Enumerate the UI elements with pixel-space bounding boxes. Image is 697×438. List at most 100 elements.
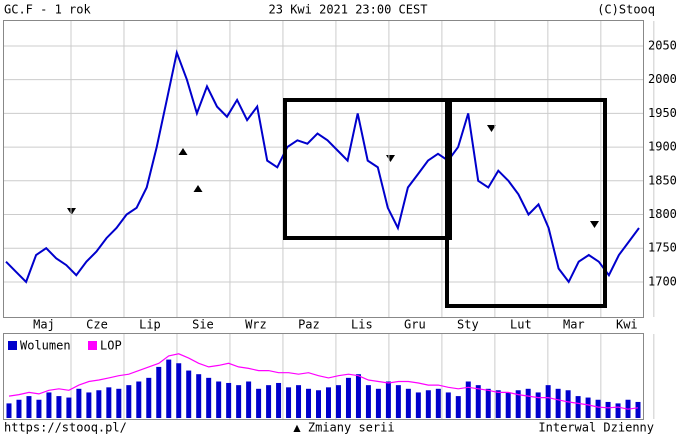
footer-url: https://stooq.pl/ [4, 421, 127, 435]
footer-interval: Interwal Dzienny [538, 421, 654, 435]
legend-swatch [8, 341, 17, 350]
x-tick-label: Kwi [616, 318, 638, 332]
series-change-markers [67, 125, 599, 228]
y-tick-label: 1750 [648, 241, 677, 255]
volume-bar [186, 370, 192, 418]
volume-bar [565, 390, 571, 418]
footer-legend: ▲ Zmiany serii [293, 421, 394, 435]
x-tick-label: Paz [298, 318, 320, 332]
x-tick-label: Cze [86, 318, 108, 332]
volume-bar [16, 399, 22, 418]
volume-bar [156, 366, 162, 418]
volume-bar [296, 385, 302, 418]
volume-bar [226, 382, 232, 418]
volume-bar [555, 388, 561, 418]
x-tick-label: Sty [457, 318, 479, 332]
volume-bar [355, 374, 361, 418]
plot-frame [3, 20, 644, 318]
volume-bar [505, 392, 511, 418]
volume-bar [605, 401, 611, 418]
volume-bar [46, 392, 52, 418]
volume-bar [276, 382, 282, 418]
volume-bar [6, 403, 12, 418]
volume-bar [86, 392, 92, 418]
volume-bar [36, 399, 42, 418]
y-tick-label: 1950 [648, 106, 677, 120]
volume-bar [465, 381, 471, 418]
volume-bar [455, 396, 461, 418]
volume-bar [96, 390, 102, 418]
volume-bar [176, 363, 182, 418]
volume-bar [126, 385, 132, 418]
volume-bar [216, 381, 222, 418]
volume-bar [306, 388, 312, 418]
volume-bar [116, 388, 122, 418]
x-tick-label: Maj [33, 318, 55, 332]
volume-bar [325, 387, 331, 418]
highlight-box [445, 98, 607, 308]
volume-bar [385, 381, 391, 418]
highlight-box [283, 98, 452, 240]
marker-down [487, 125, 496, 132]
y-tick-label: 1800 [648, 207, 677, 221]
volume-bar [495, 390, 501, 418]
volume-bar [196, 374, 202, 418]
x-tick-label: Mar [563, 318, 585, 332]
volume-bar [585, 397, 591, 418]
volume-bar [76, 388, 82, 418]
volume-bar [26, 396, 32, 418]
volume-bar [266, 385, 272, 418]
volume-frame [3, 333, 644, 420]
volume-bar [425, 390, 431, 418]
x-tick-label: Lis [351, 318, 373, 332]
marker-down [590, 221, 599, 228]
x-tick-label: Sie [192, 318, 214, 332]
price-line [5, 49, 640, 284]
y-tick-label: 1700 [648, 274, 677, 288]
volume-bar [635, 401, 641, 418]
volume-bar [535, 392, 541, 418]
volume-bar [236, 385, 242, 418]
copyright: (C)Stooq [597, 3, 655, 17]
volume-bar [246, 381, 252, 418]
marker-up [193, 185, 203, 192]
volume-bar [146, 377, 152, 418]
legend-label: LOP [100, 339, 122, 353]
volume-bar [525, 388, 531, 418]
volume-bar [56, 396, 62, 418]
volume-bar [575, 396, 581, 418]
volume-bar [545, 385, 551, 418]
volume-bar [286, 387, 292, 418]
lop-line [8, 353, 639, 410]
volume-bar [316, 390, 322, 418]
volume-bar [375, 388, 381, 418]
volume-bar [435, 388, 441, 418]
volume-bar [166, 359, 172, 418]
x-tick-label: Lip [139, 318, 161, 332]
y-tick-label: 1900 [648, 140, 677, 154]
x-tick-label: Lut [510, 318, 532, 332]
volume-bar [66, 397, 72, 418]
marker-down [386, 155, 395, 162]
volume-bar [256, 388, 262, 418]
marker-up [178, 148, 188, 155]
volume-bar [415, 392, 421, 418]
chart-title: GC.F - 1 rok [4, 3, 91, 17]
x-tick-label: Wrz [245, 318, 267, 332]
volume-bar [595, 399, 601, 418]
volume-bar [615, 403, 621, 418]
y-tick-label: 2050 [648, 38, 677, 52]
volume-bar [445, 392, 451, 418]
volume-bar [345, 377, 351, 418]
legend-swatch [88, 341, 97, 350]
volume-bar [485, 388, 491, 418]
volume-bar [206, 377, 212, 418]
y-tick-label: 2000 [648, 72, 677, 86]
chart-date: 23 Kwi 2021 23:00 CEST [269, 3, 428, 17]
volume-bar [475, 385, 481, 418]
volume-bar [365, 385, 371, 418]
volume-bar [395, 385, 401, 418]
legend-label: Wolumen [20, 339, 71, 353]
volume-bar [136, 381, 142, 418]
